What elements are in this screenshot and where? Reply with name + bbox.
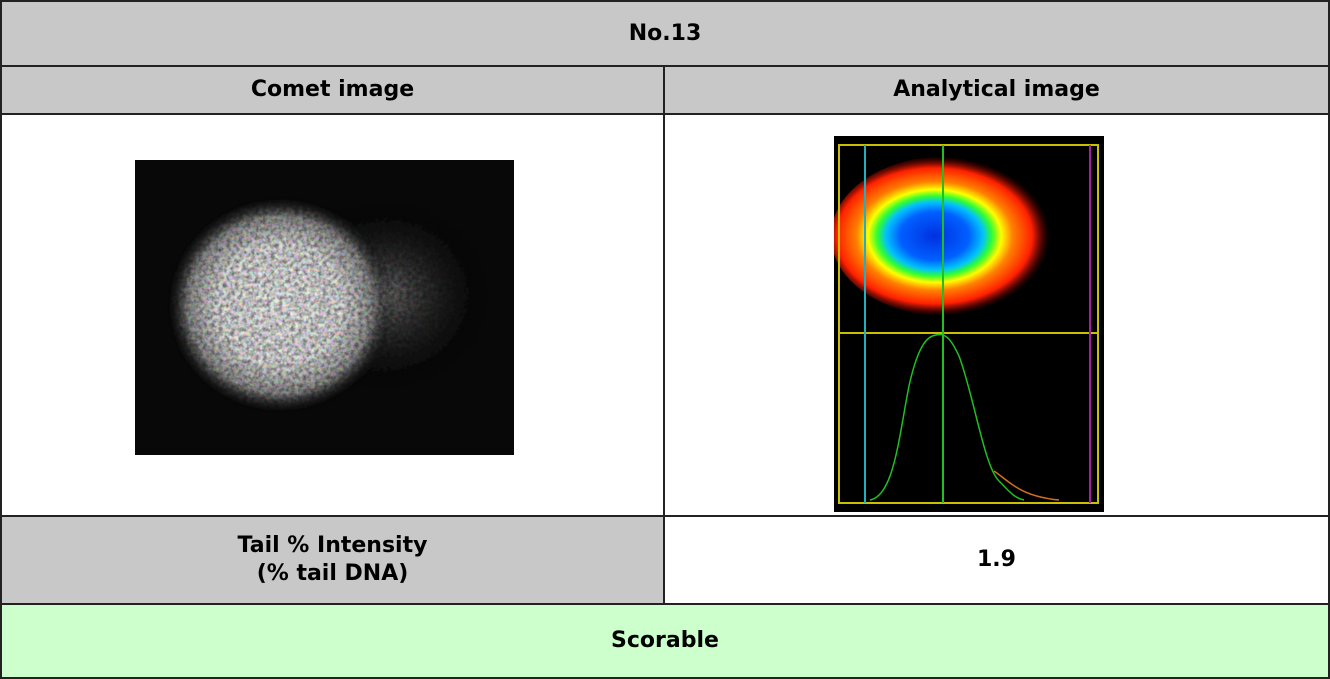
value: 1.9 <box>977 546 1016 574</box>
title-cell: No.13 <box>0 0 1330 67</box>
status: Scorable <box>611 627 719 655</box>
page: No.13 Comet image Analytical image Tail … <box>0 0 1330 679</box>
label-line: (% tail DNA) <box>257 560 409 588</box>
label-cell: Tail % Intensity (% tail DNA) <box>0 515 665 605</box>
column-header: Comet image <box>0 65 665 115</box>
comet-image <box>135 160 514 455</box>
column-header: Analytical image <box>663 65 1330 115</box>
column-header-text: Analytical image <box>893 76 1100 104</box>
label-line: Tail % Intensity <box>238 532 428 560</box>
title: No.13 <box>629 20 702 48</box>
column-header-text: Comet image <box>251 76 414 104</box>
analytical-image <box>834 136 1104 512</box>
value-cell: 1.9 <box>663 515 1330 605</box>
status-cell: Scorable <box>0 603 1330 679</box>
